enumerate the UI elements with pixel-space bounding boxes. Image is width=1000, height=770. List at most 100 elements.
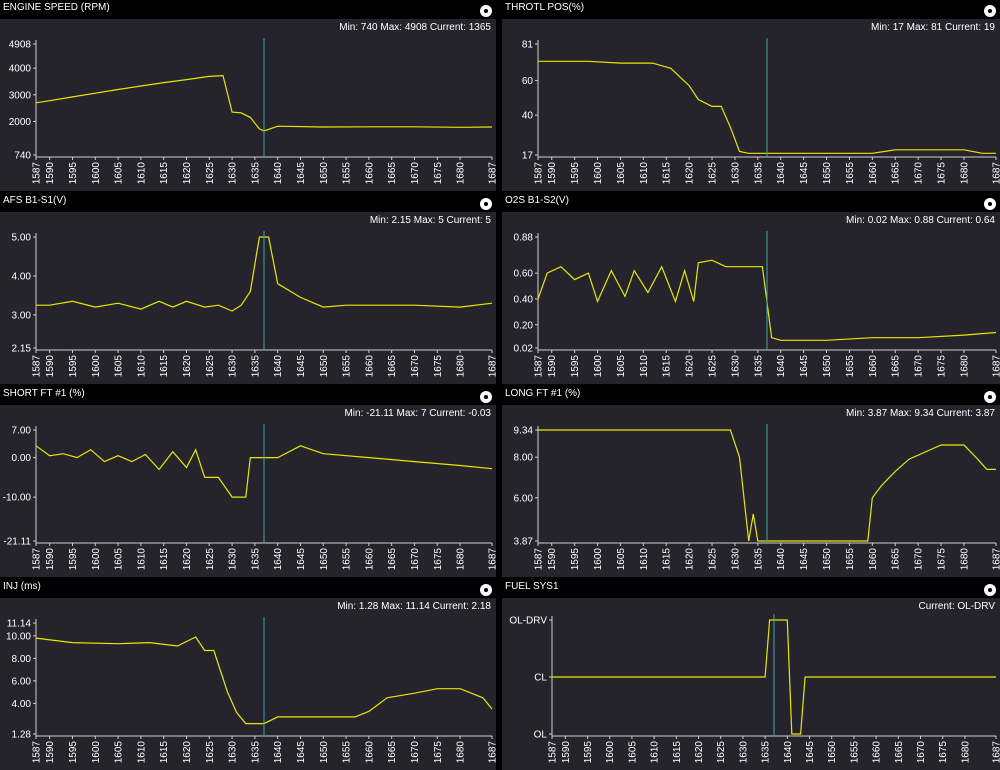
- x-tick-label: 1630: [228, 548, 239, 571]
- settings-gear-icon[interactable]: [984, 198, 996, 210]
- chart-title: ENGINE SPEED (RPM): [3, 2, 110, 13]
- y-tick-label: 40: [522, 111, 534, 122]
- x-tick-label: 1595: [583, 741, 594, 764]
- chart-panel: ENGINE SPEED (RPM) Min: 740 Max: 4908 Cur…: [0, 0, 496, 191]
- x-tick-label: 1635: [753, 548, 764, 571]
- x-tick-label: 1620: [685, 355, 696, 378]
- x-tick-label: 1687: [992, 162, 1000, 185]
- x-tick-label: 1635: [753, 355, 764, 378]
- x-tick-label: 1620: [182, 741, 193, 764]
- settings-gear-icon[interactable]: [984, 391, 996, 403]
- x-tick-label: 1680: [959, 548, 970, 571]
- line-chart: Min: 2.15 Max: 5 Current: 5 5.00 4.00 3.00 2…: [12, 215, 496, 378]
- x-tick-label: 1590: [547, 355, 558, 378]
- y-tick-label: 3.87: [514, 537, 534, 548]
- x-tick-label: 1615: [662, 548, 673, 571]
- x-tick-label: 1687: [992, 548, 1000, 571]
- x-tick-label: 1645: [799, 162, 810, 185]
- x-tick-label: 1675: [937, 162, 948, 185]
- x-tick-label: 1640: [783, 741, 794, 764]
- x-tick-label: 1675: [938, 741, 949, 764]
- settings-gear-icon[interactable]: [480, 198, 492, 210]
- settings-gear-icon[interactable]: [480, 391, 492, 403]
- x-tick-label: 1660: [364, 741, 375, 764]
- y-tick-label: 1.28: [12, 730, 32, 741]
- x-tick-label: 1680: [960, 741, 971, 764]
- chart-title: AFS B1-S1(V): [3, 195, 67, 206]
- x-tick-label: 1600: [91, 162, 102, 185]
- x-tick-label: 1675: [433, 548, 444, 571]
- y-tick-label: CL: [534, 673, 547, 684]
- x-tick-label: 1625: [708, 162, 719, 185]
- stats-label: Min: 0.02 Max: 0.88 Current: 0.64: [846, 215, 995, 226]
- x-tick-label: 1625: [716, 741, 727, 764]
- x-tick-label: 1665: [387, 548, 398, 571]
- x-tick-label: 1605: [114, 548, 125, 571]
- y-tick-label: 7.00: [12, 426, 32, 437]
- x-tick-label: 1620: [182, 355, 193, 378]
- x-tick-label: 1630: [228, 741, 239, 764]
- x-tick-label: 1590: [45, 162, 56, 185]
- series-line: [537, 259, 997, 341]
- y-tick-label: 60: [522, 76, 534, 87]
- x-tick-label: 1687: [992, 355, 1000, 378]
- x-tick-label: 1595: [68, 741, 79, 764]
- stats-label: Min: 17 Max: 81 Current: 19: [871, 22, 995, 33]
- x-tick-label: 1655: [845, 548, 856, 571]
- x-tick-label: 1615: [159, 741, 170, 764]
- x-tick-label: 1625: [205, 355, 216, 378]
- y-tick-label: 3.00: [12, 310, 32, 321]
- chart-title: FUEL SYS1: [505, 581, 559, 592]
- settings-gear-icon[interactable]: [984, 5, 996, 17]
- settings-gear-icon[interactable]: [480, 584, 492, 596]
- x-tick-label: 1615: [662, 355, 673, 378]
- x-tick-label: 1640: [273, 741, 284, 764]
- series-line: [538, 60, 996, 154]
- x-tick-label: 1665: [891, 162, 902, 185]
- x-tick-label: 1655: [845, 162, 856, 185]
- series-line: [538, 429, 996, 542]
- x-tick-label: 1665: [891, 355, 902, 378]
- chart-title: THROTL POS(%): [505, 2, 585, 13]
- x-tick-label: 1625: [708, 355, 719, 378]
- x-tick-label: 1587: [534, 162, 545, 185]
- x-tick-label: 1605: [114, 162, 125, 185]
- x-tick-label: 1620: [685, 162, 696, 185]
- x-tick-label: 1635: [250, 355, 261, 378]
- series-line: [36, 236, 493, 312]
- y-tick-label: 2.15: [12, 344, 32, 355]
- y-tick-label: 0.40: [514, 294, 534, 305]
- x-tick-label: 1610: [639, 355, 650, 378]
- x-tick-label: 1635: [250, 162, 261, 185]
- settings-gear-icon[interactable]: [480, 5, 492, 17]
- x-tick-label: 1590: [561, 741, 572, 764]
- x-tick-label: 1587: [32, 741, 43, 764]
- line-chart: Min: 3.87 Max: 9.34 Current: 3.87 9.34 8.0…: [514, 408, 1000, 571]
- series-line: [552, 619, 996, 735]
- x-tick-label: 1615: [159, 355, 170, 378]
- x-tick-label: 1600: [91, 741, 102, 764]
- x-tick-label: 1650: [319, 548, 330, 571]
- line-chart: Min: 0.02 Max: 0.88 Current: 0.64 0.88 0.6…: [514, 215, 1000, 378]
- x-tick-label: 1687: [488, 162, 497, 185]
- x-tick-label: 1600: [593, 355, 604, 378]
- y-tick-label: 740: [14, 151, 31, 162]
- x-tick-label: 1590: [45, 355, 56, 378]
- x-tick-label: 1615: [159, 162, 170, 185]
- settings-gear-icon[interactable]: [984, 584, 996, 596]
- x-tick-label: 1645: [799, 355, 810, 378]
- x-tick-label: 1650: [319, 162, 330, 185]
- x-tick-label: 1590: [45, 548, 56, 571]
- x-tick-label: 1595: [68, 162, 79, 185]
- x-tick-label: 1660: [364, 548, 375, 571]
- chart-panel: THROTL POS(%) Min: 17 Max: 81 Current: 19…: [502, 0, 1000, 191]
- x-tick-label: 1635: [250, 548, 261, 571]
- x-tick-label: 1687: [488, 548, 497, 571]
- x-tick-label: 1595: [570, 162, 581, 185]
- x-tick-label: 1610: [136, 355, 147, 378]
- x-tick-label: 1600: [593, 548, 604, 571]
- x-tick-label: 1665: [387, 355, 398, 378]
- plot-area: Min: 0.02 Max: 0.88 Current: 0.64 0.88 0.6…: [502, 212, 1000, 384]
- x-tick-label: 1620: [182, 548, 193, 571]
- chart-panel: FUEL SYS1 Current: OL-DRV OL-DRV CL OL 1587 15…: [502, 579, 1000, 770]
